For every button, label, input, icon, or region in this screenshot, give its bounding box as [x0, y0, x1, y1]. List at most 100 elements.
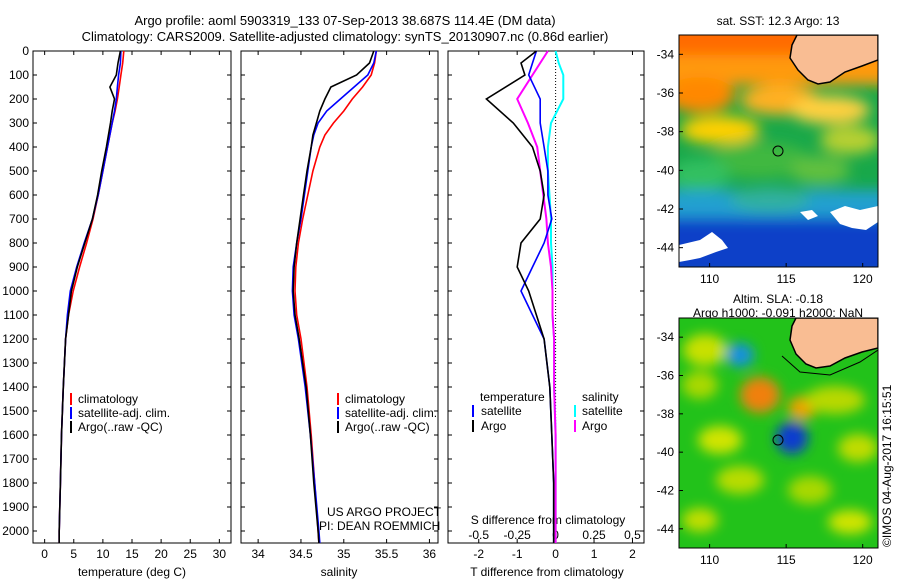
map-x-tick-label: 115: [777, 553, 796, 567]
depth-tick-label: 800: [9, 236, 29, 250]
depth-tick-label: 1300: [2, 356, 29, 370]
x-tick-label: 10: [96, 547, 110, 561]
legend-head-salinity: salinity: [582, 390, 619, 404]
map-x-tick-label: 110: [700, 553, 719, 567]
s-tick-label: -0.5: [468, 528, 489, 542]
difference-panel: [447, 50, 645, 544]
map-y-tick-label: -42: [657, 202, 675, 216]
legend-label: Argo: [481, 419, 507, 433]
map-y-tick-label: -40: [657, 445, 675, 459]
sla-map-axes: -34 -36 -38 -40 -42 -44 110 115 120: [657, 330, 873, 567]
x-tick-label: 2: [629, 547, 636, 561]
legend-label: Argo(..raw -QC): [78, 420, 163, 434]
x-tick-label: 35.5: [375, 547, 399, 561]
depth-tick-label: 1000: [2, 284, 29, 298]
x-tick-label: -1: [512, 547, 523, 561]
map-y-tick-label: -40: [657, 163, 675, 177]
legend-label: Argo: [582, 419, 608, 433]
map-y-tick-label: -36: [657, 86, 675, 100]
argo-location-marker: [772, 145, 784, 157]
legend-label: climatology: [78, 392, 138, 406]
sst-nodata-2: [830, 206, 878, 230]
depth-tick-label: 700: [9, 212, 29, 226]
depth-tick-label: 2000: [2, 524, 29, 538]
sla-contour: [781, 349, 878, 376]
series-line-argo-raw-qc-: [58, 50, 122, 543]
map-y-tick-label: -42: [657, 484, 675, 498]
legend-label: Argo(..raw -QC): [345, 420, 430, 434]
sst-map-frame: [678, 34, 879, 268]
sst-map-axes: -34 -36 -38 -40 -42 -44 110 115 120: [657, 47, 873, 286]
x-tick-label: -2: [473, 547, 484, 561]
depth-tick-label: 300: [9, 116, 29, 130]
map-x-tick-label: 120: [853, 553, 873, 567]
map-y-tick-label: -44: [657, 522, 675, 536]
depth-tick-label: 1400: [2, 380, 29, 394]
x-tick-label: 34.5: [289, 547, 313, 561]
difference-legend: temperature salinity satellite satellite…: [472, 390, 623, 433]
sla-map-frame: [678, 317, 879, 549]
sla-map-title-1: Altim. SLA: -0.18: [733, 292, 823, 306]
series-line-salinity-argo: [516, 50, 557, 543]
header-line-2: Climatology: CARS2009. Satellite-adjuste…: [82, 29, 609, 44]
depth-tick-label: 1800: [2, 476, 29, 490]
credit-line-1: US ARGO PROJECT: [327, 505, 442, 519]
depth-tick-label: 400: [9, 140, 29, 154]
difference-series: [485, 50, 565, 543]
depth-tick-label: 500: [9, 164, 29, 178]
salinity-x-axis: 34 34.5 35 35.5 36: [251, 51, 436, 561]
x-tick-label: 36: [423, 547, 437, 561]
x-tick-label: 20: [154, 547, 168, 561]
depth-tick-label: 200: [9, 92, 29, 106]
x-tick-label: 34: [251, 547, 265, 561]
x-tick-label: 5: [70, 547, 77, 561]
legend-label: satellite: [481, 404, 522, 418]
temperature-series: [58, 50, 125, 543]
x-tick-label: 25: [184, 547, 198, 561]
legend-label: satellite: [582, 404, 623, 418]
t-diff-xlabel: T difference from climatology: [470, 565, 624, 579]
watermark: ©IMOS 04-Aug-2017 16:15:51: [880, 384, 894, 547]
credit-line-2: PI: DEAN ROEMMICH: [319, 519, 440, 533]
salinity-xlabel: salinity: [321, 565, 358, 579]
depth-tick-label: 600: [9, 188, 29, 202]
x-tick-label: 15: [125, 547, 139, 561]
land-australia: [789, 35, 878, 85]
legend-label: satellite-adj. clim.: [78, 406, 170, 420]
depth-tick-label: 1200: [2, 332, 29, 346]
series-line-argo-raw-qc-: [292, 50, 375, 544]
temperature-x-axis: 0 5 10 15 20 25 30: [41, 51, 226, 561]
sst-nodata-3: [800, 210, 818, 220]
map-y-tick-label: -36: [657, 369, 675, 383]
s-diff-xlabel: S difference from climatology: [471, 513, 626, 527]
x-tick-label: 30: [213, 547, 227, 561]
x-tick-label: 35: [337, 547, 351, 561]
salinity-panel: [240, 50, 439, 544]
temperature-xlabel: temperature (deg C): [78, 565, 186, 579]
sst-map: [679, 35, 878, 267]
map-y-tick-label: -34: [657, 330, 675, 344]
depth-tick-label: 0: [22, 44, 29, 58]
temperature-panel: [32, 50, 232, 544]
s-tick-label: -0.25: [503, 528, 531, 542]
depth-tick-label: 1100: [3, 308, 29, 322]
series-line-climatology: [294, 50, 378, 544]
header-line-1: Argo profile: aoml 5903319_133 07-Sep-20…: [134, 13, 555, 28]
map-y-tick-label: -38: [657, 407, 675, 421]
sla-map-title-2: Argo h1000: -0.091 h2000: NaN: [693, 306, 863, 320]
depth-tick-label: 100: [9, 68, 29, 82]
legend-head-temperature: temperature: [480, 390, 545, 404]
salinity-legend: climatology satellite-adj. clim. Argo(..…: [337, 392, 437, 434]
map-y-tick-label: -44: [657, 241, 675, 255]
depth-tick-label: 1500: [2, 404, 29, 418]
x-tick-label: 1: [591, 547, 598, 561]
map-x-tick-label: 115: [777, 272, 796, 286]
temperature-legend: climatology satellite-adj. clim. Argo(..…: [70, 392, 170, 434]
series-line-temperature-argo: [485, 50, 555, 543]
depth-axis: 0 100 200 300 400 500 600 700 800 900 1000 1100 1200…: [2, 44, 644, 538]
argo-location-marker: [772, 434, 784, 446]
sla-field: [682, 334, 878, 534]
legend-label: climatology: [345, 392, 405, 406]
